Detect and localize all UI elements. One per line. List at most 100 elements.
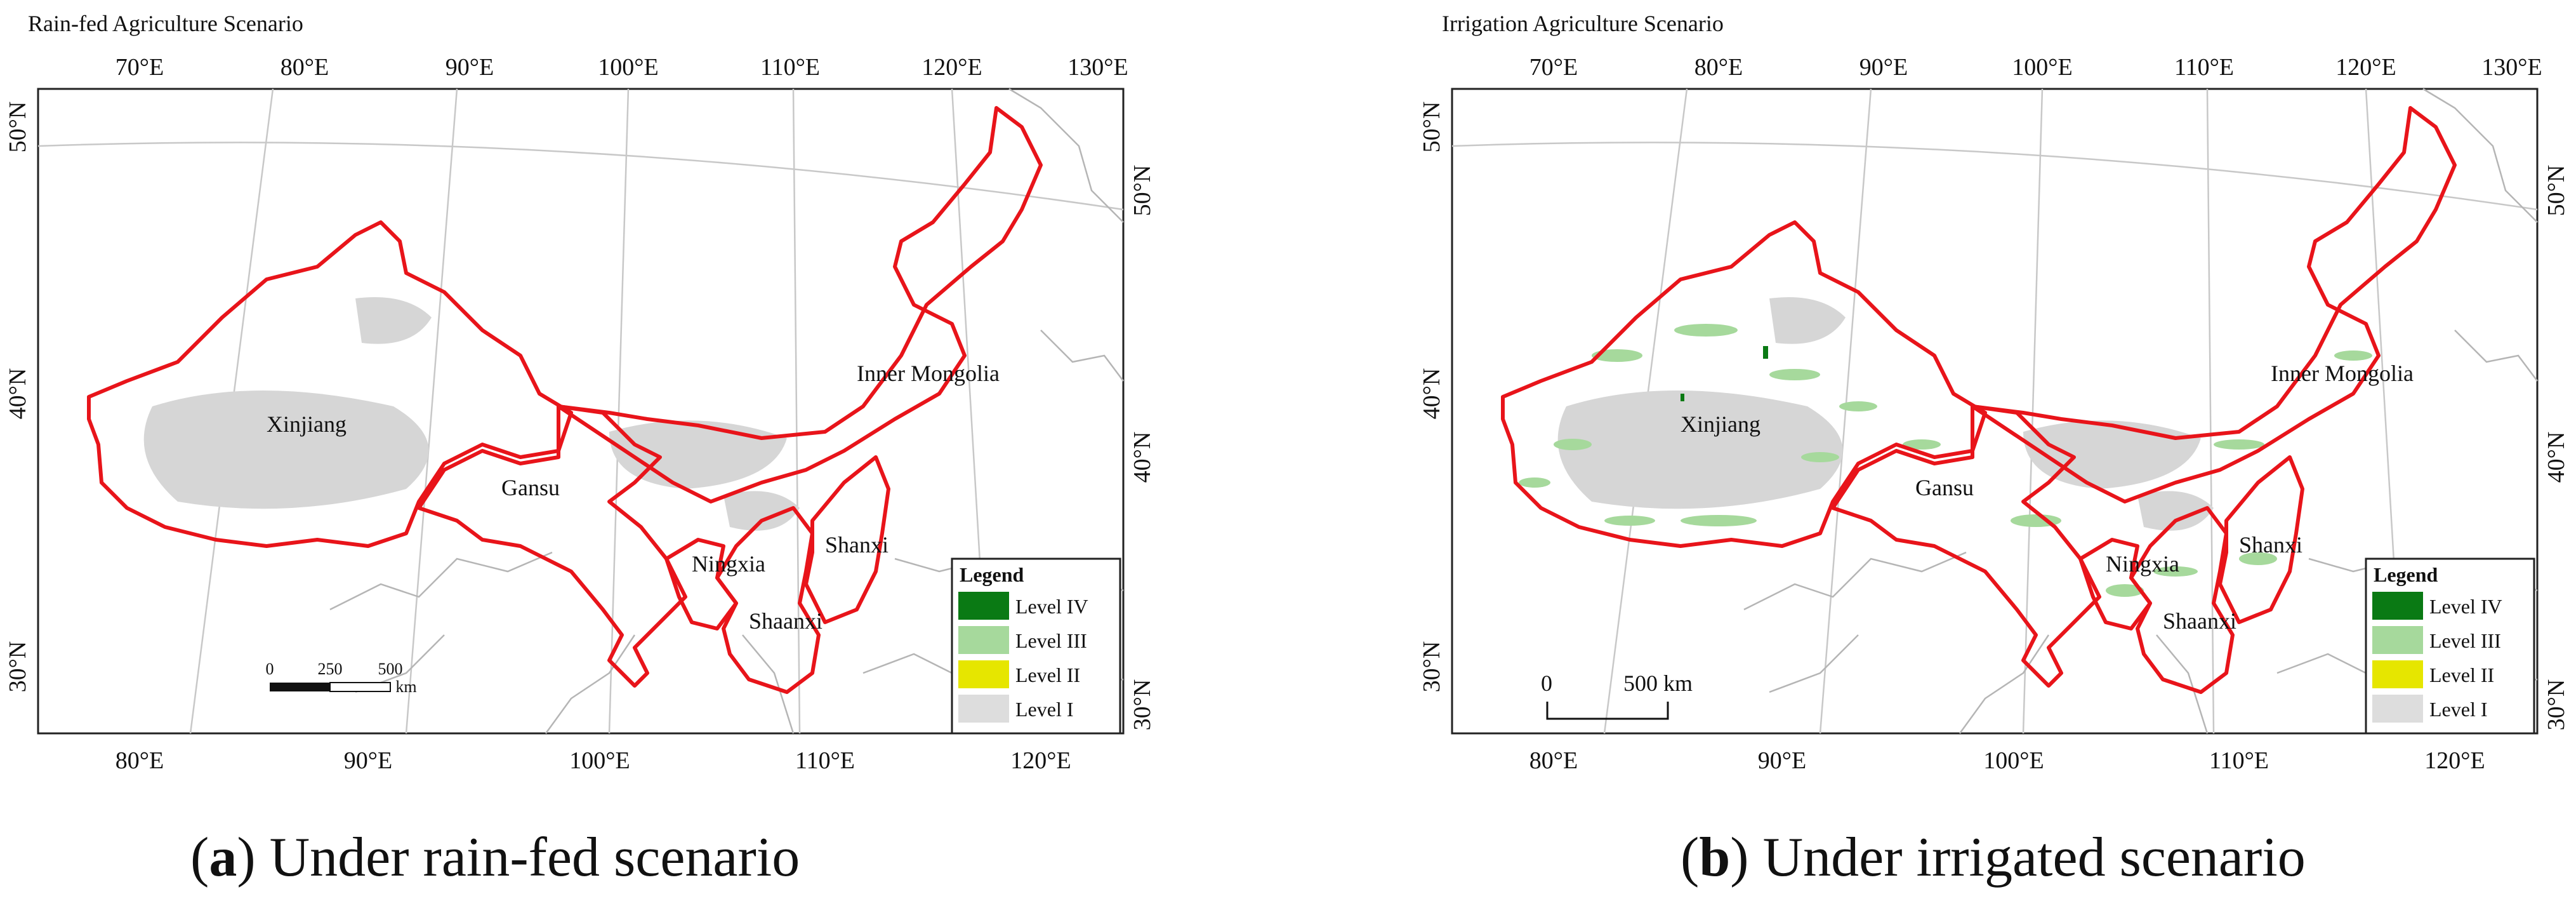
left-latitude-labels: 50°N 40°N 30°N [4,102,31,693]
svg-text:50°N: 50°N [4,102,31,153]
bottom-longitude-labels: 80°E 90°E 100°E 110°E 120°E [1529,747,2485,774]
region-label-shanxi: Shanxi [2239,532,2302,557]
caption-text: Under irrigated scenario [1762,827,2306,888]
boundary-inner-mongolia [1971,106,2457,504]
svg-text:0: 0 [1541,671,1552,696]
region-boundaries [1501,106,2457,694]
caption-letter: b [1699,827,1731,888]
legend-swatch-level-iii [958,626,1009,654]
boundary-gansu [1831,404,2101,688]
legend-swatch-level-ii [2372,660,2423,688]
region-label-inner-mongolia: Inner Mongolia [2271,361,2414,386]
boundary-shaanxi [2129,506,2235,694]
svg-text:110°E: 110°E [760,54,820,81]
region-label-shanxi: Shanxi [825,532,888,557]
scale-bar: 0 250 500 km [266,660,417,696]
legend: Legend Level IV Level III Level II Level… [951,557,1121,735]
svg-text:70°E: 70°E [1529,54,1578,81]
svg-text:0: 0 [266,660,274,678]
top-longitude-labels: 70°E 80°E 90°E 100°E 110°E 120°E 130°E [116,54,1128,81]
svg-text:110°E: 110°E [2174,54,2234,81]
svg-text:90°E: 90°E [1859,54,1908,81]
svg-text:110°E: 110°E [2209,747,2269,774]
region-label-gansu: Gansu [501,475,560,500]
panel-irrigated: Irrigation Agriculture Scenario [1414,0,2575,901]
caption-text: Under rain-fed scenario [269,827,800,888]
caption: (a) Under rain-fed scenario [190,827,800,888]
region-label-gansu: Gansu [1915,475,1974,500]
caption: (b) Under irrigated scenario [1681,827,2306,888]
svg-text:40°N: 40°N [1129,432,1156,483]
region-labels: Xinjiang Gansu Ningxia Shaanxi Shanxi In… [1681,361,2414,634]
svg-text:40°N: 40°N [2543,432,2570,483]
region-label-ningxia: Ningxia [692,551,765,577]
boundary-shaanxi [715,506,821,694]
legend-swatch-level-ii [958,660,1009,688]
panel-rainfed: Rain-fed Agriculture Scenario [0,0,1161,901]
svg-text:250: 250 [318,660,343,678]
region-label-shaanxi: Shaanxi [2163,608,2236,634]
svg-text:120°E: 120°E [1010,747,1071,774]
map-title: Irrigation Agriculture Scenario [1442,11,1724,36]
svg-text:40°N: 40°N [1418,368,1445,420]
right-latitude-labels: 50°N 40°N 30°N [2543,165,2570,731]
map-irrigated: Xinjiang Gansu Ningxia Shaanxi Shanxi In… [1418,54,2570,774]
svg-text:100°E: 100°E [1983,747,2044,774]
svg-text:Level III: Level III [1015,629,1087,652]
svg-text:50°N: 50°N [1418,102,1445,153]
boundary-gansu [417,404,687,688]
legend-swatch-level-iv [2372,592,2423,620]
svg-text:Level IV: Level IV [1015,595,1088,618]
left-latitude-labels: 50°N 40°N 30°N [1418,102,1445,693]
svg-text:90°E: 90°E [446,54,494,81]
svg-text:Level II: Level II [2429,664,2494,686]
level-iii-areas [1519,324,2372,597]
legend-swatch-level-iv [958,592,1009,620]
svg-text:120°E: 120°E [2424,747,2485,774]
caption-letter: a [209,827,237,888]
svg-text:30°N: 30°N [1418,641,1445,693]
graticule [1451,88,2538,734]
svg-text:30°N: 30°N [4,641,31,693]
svg-text:110°E: 110°E [795,747,855,774]
top-longitude-labels: 70°E 80°E 90°E 100°E 110°E 120°E 130°E [1529,54,2542,81]
svg-text:Level I: Level I [1015,698,1074,721]
svg-text:90°E: 90°E [1758,747,1806,774]
svg-text:Level III: Level III [2429,629,2501,652]
legend-swatch-level-i [2372,695,2423,723]
svg-text:120°E: 120°E [2335,54,2396,81]
svg-text:100°E: 100°E [598,54,658,81]
boundary-shanxi [2218,455,2304,624]
svg-text:70°E: 70°E [116,54,164,81]
svg-text:500: 500 [378,660,403,678]
right-latitude-labels: 50°N 40°N 30°N [1129,165,1156,731]
svg-text:80°E: 80°E [281,54,329,81]
region-label-xinjiang: Xinjiang [267,411,347,437]
legend-swatch-level-iii [2372,626,2423,654]
svg-text:500 km: 500 km [1623,671,1693,696]
svg-text:130°E: 130°E [2481,54,2542,81]
boundary-shanxi [804,455,890,624]
region-label-shaanxi: Shaanxi [749,608,822,634]
svg-text:30°N: 30°N [1129,679,1156,731]
svg-text:50°N: 50°N [2543,165,2570,217]
svg-text:Level IV: Level IV [2429,595,2502,618]
svg-text:40°N: 40°N [4,368,31,420]
legend-title: Legend [960,563,1024,586]
region-label-xinjiang: Xinjiang [1681,411,1760,437]
svg-text:100°E: 100°E [569,747,630,774]
legend-swatch-level-i [958,695,1009,723]
level-i-areas [1557,297,2214,531]
svg-text:30°N: 30°N [2543,679,2570,731]
svg-text:50°N: 50°N [1129,165,1156,217]
region-label-ningxia: Ningxia [2106,551,2179,577]
svg-text:120°E: 120°E [921,54,982,81]
region-label-inner-mongolia: Inner Mongolia [857,361,1000,386]
map-title: Rain-fed Agriculture Scenario [28,11,303,36]
level-iv-areas [1681,346,1768,401]
svg-text:90°E: 90°E [344,747,392,774]
svg-text:130°E: 130°E [1067,54,1128,81]
boundary-inner-mongolia [557,106,1043,504]
svg-text:km: km [395,677,416,696]
svg-text:80°E: 80°E [1529,747,1578,774]
